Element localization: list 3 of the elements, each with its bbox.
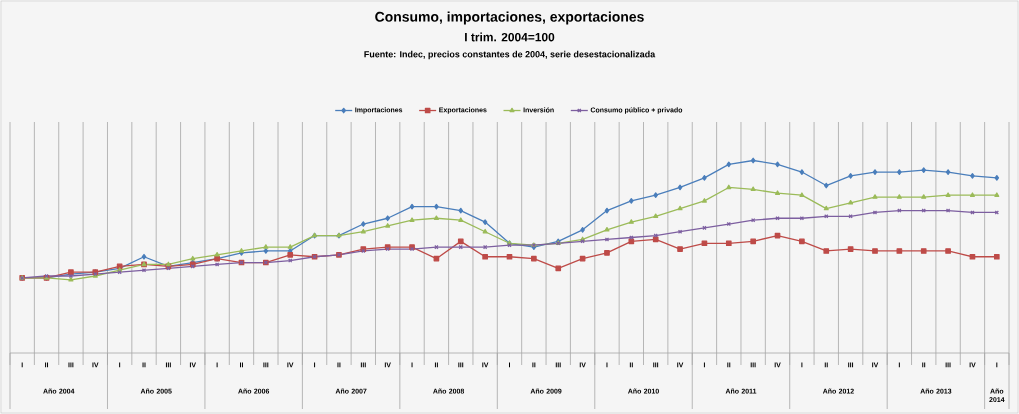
chart-subtitle: I trim. 2004=100 bbox=[465, 32, 555, 42]
chart-title: Consumo, importaciones, exportaciones bbox=[375, 11, 644, 25]
source-note: Fuente: Indec, precios constantes de 2004, serie desestacionalizada bbox=[364, 50, 656, 60]
